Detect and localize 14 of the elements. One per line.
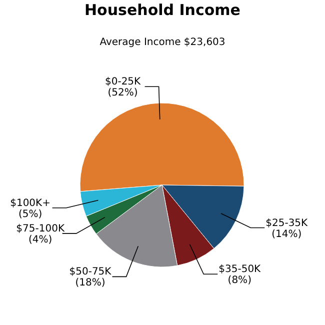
data-label: (8%) — [228, 275, 252, 286]
data-label: (14%) — [272, 228, 302, 240]
data-label: (4%) — [28, 234, 52, 246]
data-label: (5%) — [18, 208, 42, 220]
slice-label: $50-75K — [69, 266, 112, 278]
slice-label: $25-35K — [266, 218, 308, 229]
data-label: (52%) — [108, 88, 138, 99]
chart-title: Household Income — [84, 1, 240, 19]
slice-label: $35-50K — [218, 264, 262, 276]
slice-label: $75-100K — [16, 223, 65, 234]
data-label: (18%) — [75, 278, 106, 289]
slice-label: $100K+ — [10, 198, 50, 209]
chart-subtitle: Average Income $23,603 — [100, 37, 226, 48]
slice-label: $0-25K — [104, 76, 142, 88]
